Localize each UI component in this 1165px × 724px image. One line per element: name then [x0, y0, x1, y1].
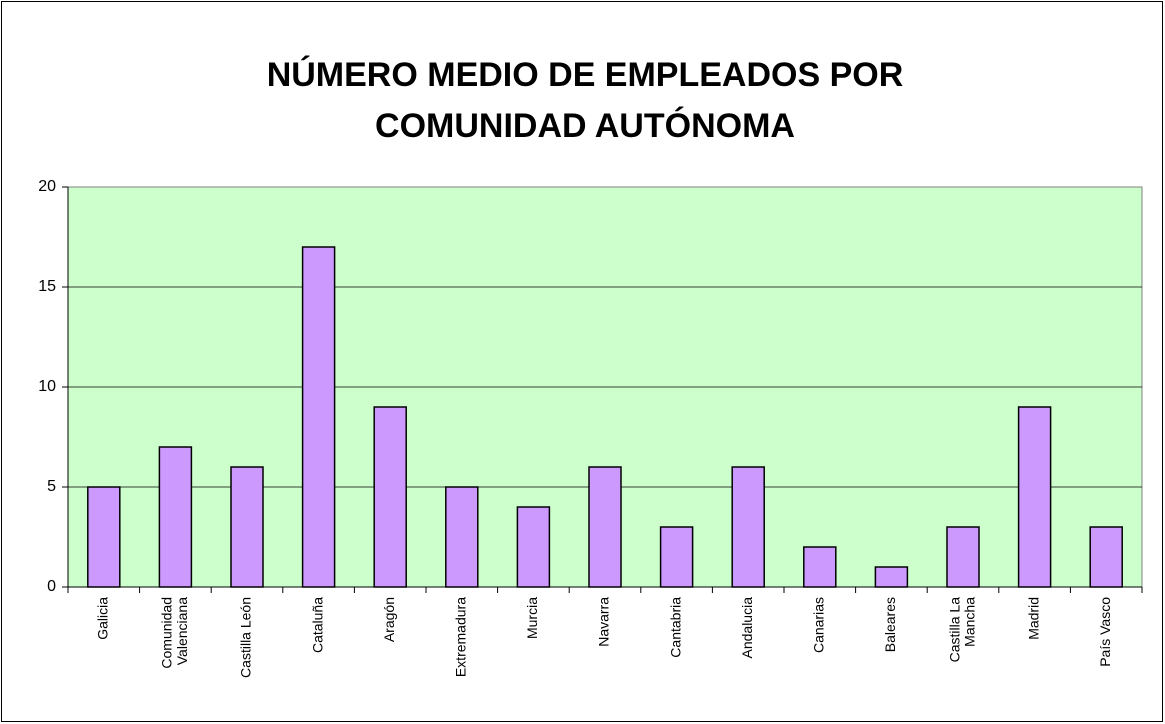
bar	[516, 506, 551, 588]
x-tick-label: Castilla LaMancha	[946, 597, 977, 663]
x-tick-label: ComunidadValenciana	[158, 597, 189, 669]
y-tick-label: 0	[47, 578, 56, 595]
x-tick-label: Cataluña	[309, 597, 325, 653]
x-tick-label: Galicia	[95, 597, 111, 640]
bar	[373, 406, 407, 588]
bar	[87, 486, 121, 588]
bar	[946, 526, 980, 588]
x-tick-label: Andalucia	[739, 597, 755, 659]
y-tick-label: 5	[47, 478, 56, 495]
x-tick-label: Aragón	[381, 597, 397, 642]
bar	[588, 466, 622, 588]
bar	[803, 546, 837, 588]
chart-title: COMUNIDAD AUTÓNOMA	[375, 107, 795, 145]
bar	[1017, 406, 1052, 588]
y-tick-label: 10	[38, 378, 56, 395]
x-tick-label: Murcia	[524, 597, 540, 639]
x-tick-label: Canarias	[811, 597, 827, 653]
bar	[659, 526, 694, 588]
x-tick-label: Madrid	[1025, 597, 1041, 640]
bar	[731, 466, 765, 588]
bar	[158, 446, 193, 588]
x-tick-label: Navarra	[596, 597, 612, 647]
bar	[874, 566, 909, 588]
chart-title: NÚMERO MEDIO DE EMPLEADOS POR	[267, 56, 904, 94]
x-tick-label: País Vasco	[1097, 597, 1113, 667]
bar	[230, 466, 264, 588]
y-tick-label: 20	[38, 178, 56, 195]
bar	[445, 486, 479, 588]
x-tick-label: Cantabria	[667, 597, 683, 658]
bar	[1089, 526, 1123, 588]
y-tick-label: 15	[38, 278, 56, 295]
x-tick-label: Baleares	[882, 597, 898, 652]
x-tick-label: Extremadura	[453, 597, 469, 677]
x-tick-label: Castilla León	[238, 597, 254, 678]
bar	[301, 246, 336, 588]
